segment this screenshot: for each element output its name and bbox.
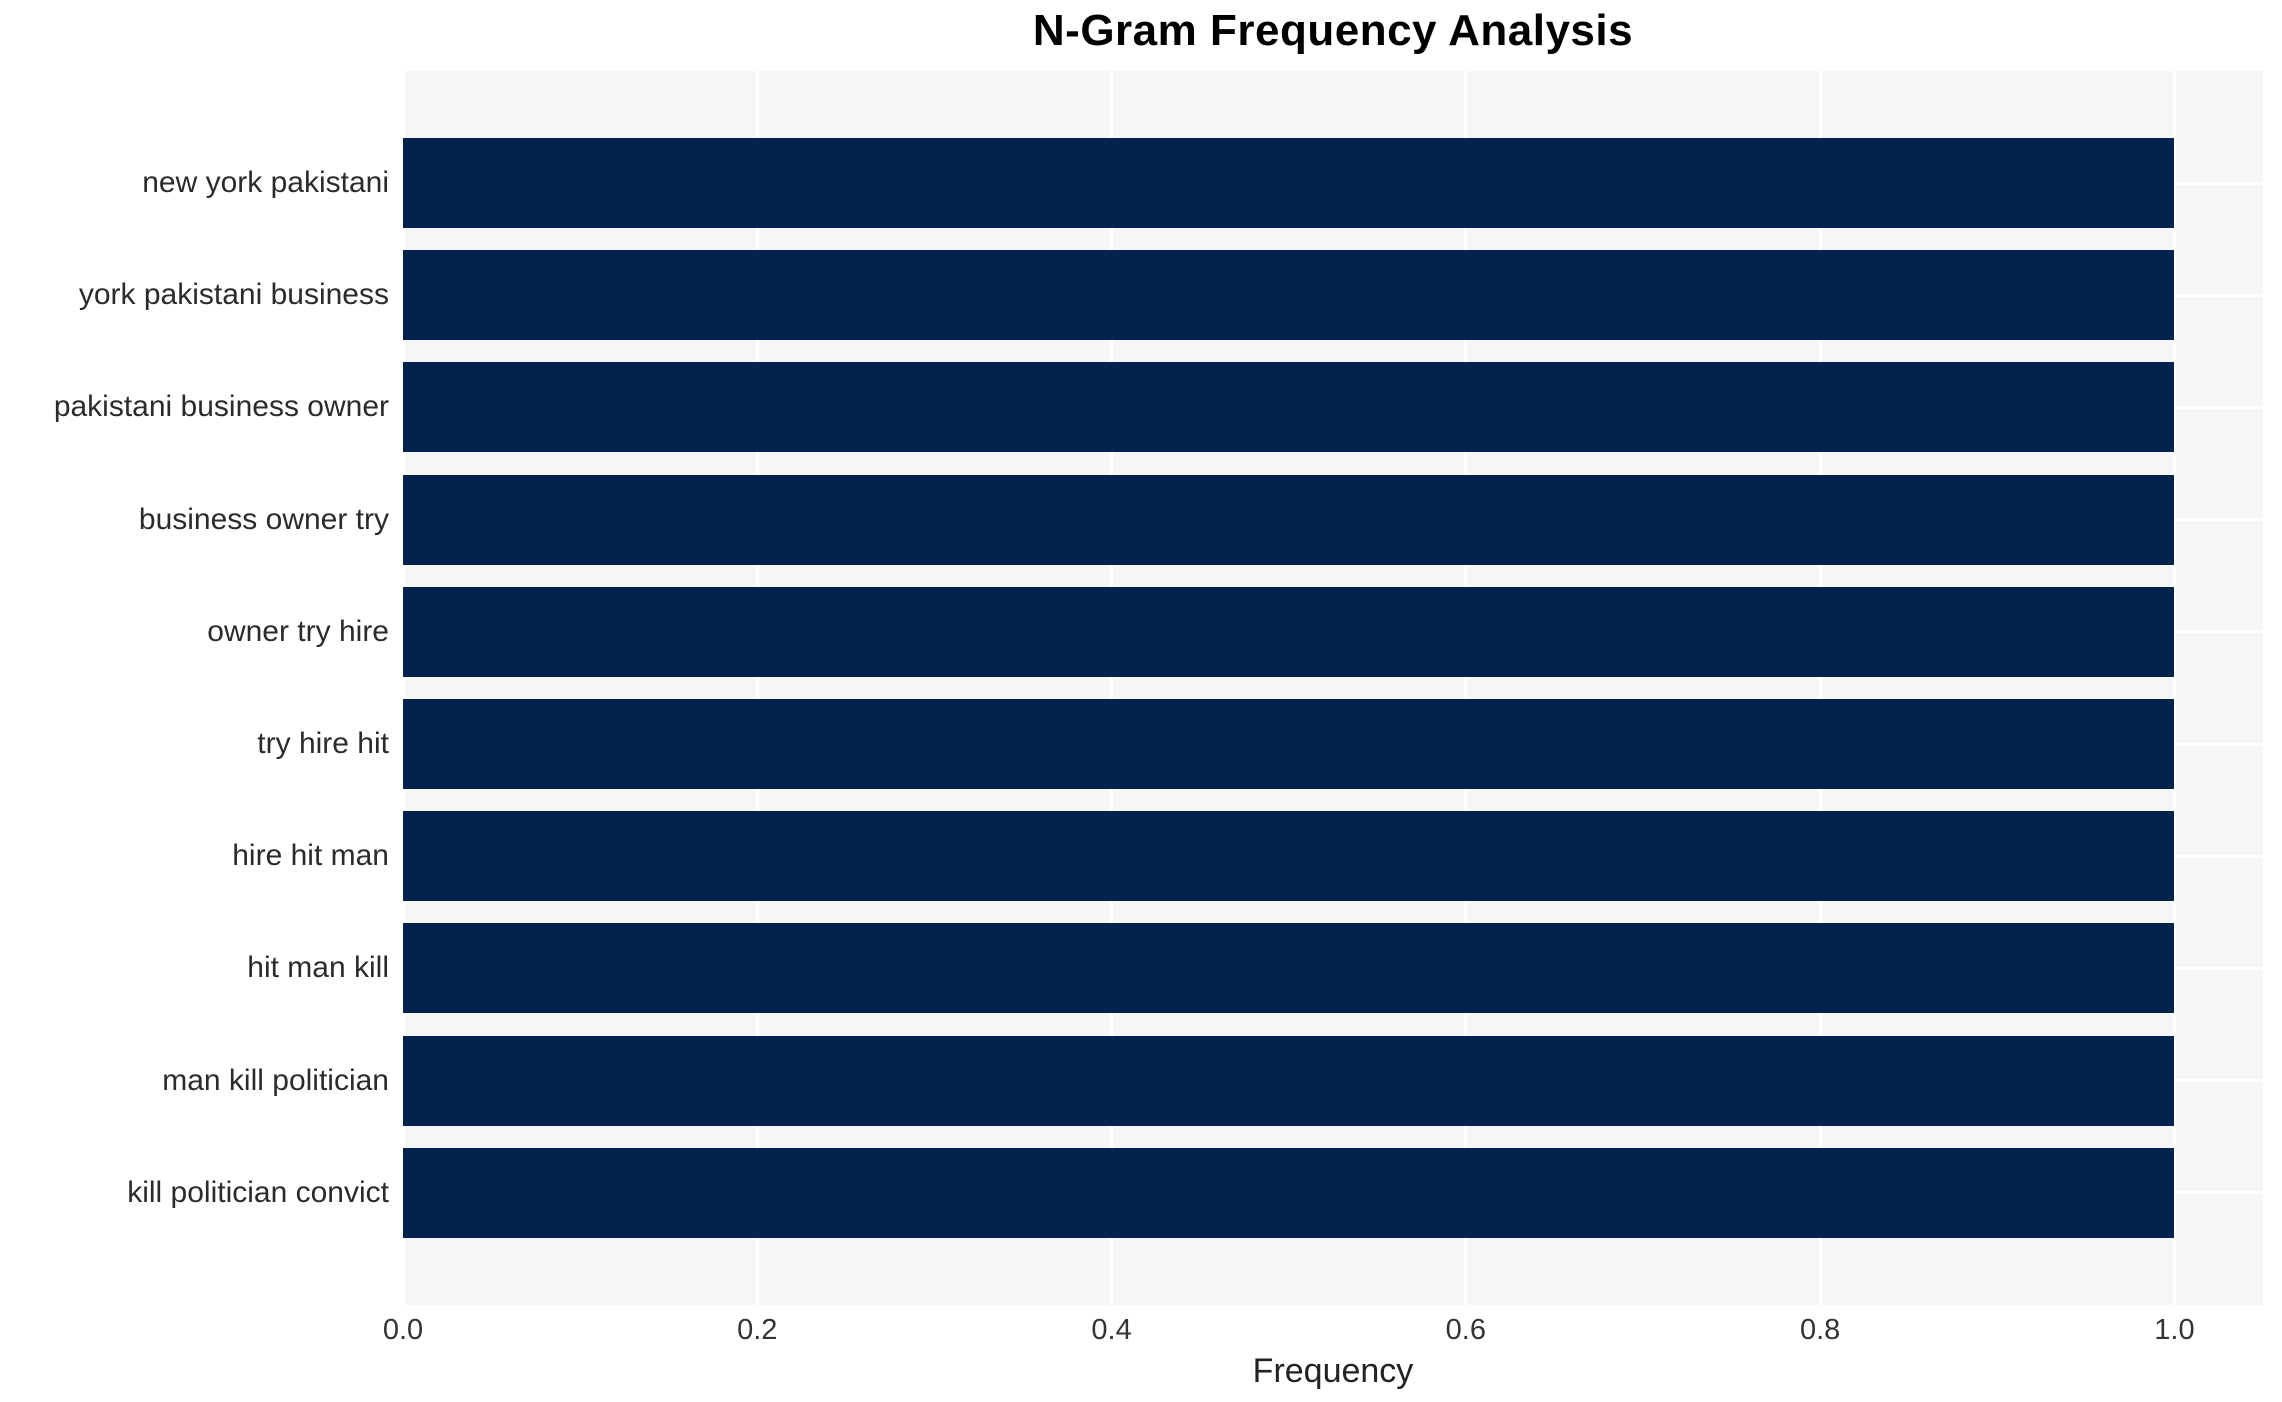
bar-row: new york pakistani: [0, 127, 2263, 239]
bar-track: [403, 127, 2263, 239]
category-label: hire hit man: [232, 839, 389, 873]
category-label: try hire hit: [257, 727, 389, 761]
x-axis-ticks: 0.0 0.2 0.4 0.6 0.8 1.0: [0, 1314, 2282, 1350]
x-axis-label: Frequency: [1252, 1352, 1414, 1390]
frequency-bar: [403, 474, 2175, 565]
bar-row: hire hit man: [0, 800, 2263, 912]
frequency-bar: [403, 1035, 2175, 1126]
category-label: pakistani business owner: [53, 390, 389, 424]
frequency-bar: [403, 250, 2175, 341]
category-label: man kill politician: [162, 1063, 389, 1097]
bar-rows-container: new york pakistani york pakistani busines…: [0, 71, 2263, 1305]
bar-track: [403, 1025, 2263, 1137]
category-label: business owner try: [138, 502, 389, 536]
bar-track: [403, 912, 2263, 1024]
frequency-bar: [403, 138, 2175, 229]
category-label: kill politician convict: [127, 1175, 389, 1209]
x-tick-label: 0.6: [1445, 1314, 1487, 1346]
frequency-bar: [403, 699, 2175, 790]
vertical-gridline: [755, 71, 759, 1305]
vertical-gridline: [401, 71, 405, 1305]
bar-row: man kill politician: [0, 1025, 2263, 1137]
category-label: hit man kill: [247, 951, 389, 985]
vertical-gridline: [1110, 71, 1114, 1305]
frequency-bar: [403, 923, 2175, 1014]
bar-row: pakistani business owner: [0, 351, 2263, 463]
category-label: owner try hire: [207, 614, 389, 648]
bar-track: [403, 800, 2263, 912]
bar-row: york pakistani business: [0, 239, 2263, 351]
bar-track: [403, 239, 2263, 351]
x-tick-label: 0.4: [1091, 1314, 1132, 1346]
frequency-bar: [403, 1147, 2175, 1238]
bar-track: [403, 464, 2263, 576]
category-label: york pakistani business: [78, 278, 389, 312]
vertical-gridline: [1818, 71, 1822, 1305]
bar-track: [403, 1137, 2263, 1249]
bar-row: business owner try: [0, 464, 2263, 576]
frequency-bar: [403, 362, 2175, 453]
bar-track: [403, 351, 2263, 463]
bar-row: owner try hire: [0, 576, 2263, 688]
category-label: new york pakistani: [142, 166, 389, 200]
vertical-gridline: [2172, 71, 2176, 1305]
bar-row: hit man kill: [0, 912, 2263, 1024]
vertical-gridline: [1464, 71, 1468, 1305]
x-tick-label: 0.8: [1799, 1314, 1841, 1346]
bar-row: kill politician convict: [0, 1137, 2263, 1249]
bar-track: [403, 576, 2263, 688]
chart-title: N-Gram Frequency Analysis: [1032, 6, 1634, 55]
x-tick-label: 0.2: [737, 1314, 778, 1346]
frequency-bar: [403, 811, 2175, 902]
x-tick-label: 0.0: [382, 1314, 424, 1346]
bar-row: try hire hit: [0, 688, 2263, 800]
frequency-bar: [403, 586, 2175, 677]
x-tick-label: 1.0: [2154, 1314, 2195, 1346]
bar-track: [403, 688, 2263, 800]
